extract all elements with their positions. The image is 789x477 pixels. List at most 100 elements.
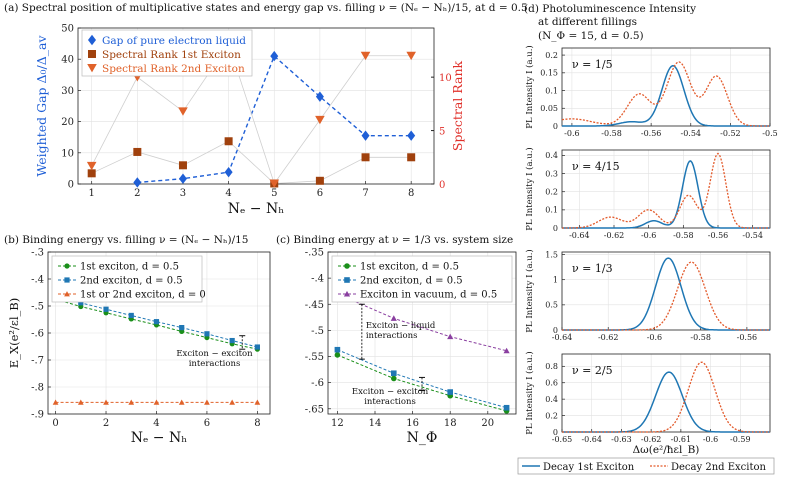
panel-d1-xtick-label-2: -0.6 [641,231,656,240]
panel-d3-curve-1 [562,361,770,433]
panel-b-point-1-6 [204,331,210,337]
panel-a-point-2-2 [178,107,188,116]
panel-a-ylabel: Weighted Gap Δ₀/Δ_av [34,35,49,177]
panel-c-xtick-label-4: 20 [481,418,494,429]
panel-a-legend-box [81,29,253,77]
panel-b-ytick-label-0: -.3 [31,248,44,259]
panel-b-legend-marker-0 [64,263,70,269]
panel-a-xlabel: Nₑ − Nₕ [228,201,285,217]
panel-c-annotation1-line2: interactions [366,331,418,341]
panel-a-point-2-6 [360,51,371,61]
panel-d3-ytick-label-1: 0.2 [545,411,558,420]
panel-d3-ytick-label-4: 0.8 [545,362,558,371]
panel-d2-nu-label: ν = 1/3 [572,262,613,275]
panel-b-point-1-4 [153,319,160,325]
panel-b-legend-label-0: 1st exciton, d = 0.5 [80,262,179,273]
panel-d3-nu-label: ν = 2/5 [572,364,613,377]
panel-b-point-1-8 [254,344,260,350]
panel-d2-xtick-label-3: -0.58 [690,333,711,342]
panel-d-legend-label-1: Decay 2nd Exciton [671,462,766,473]
panel-b-xtick-label-3: 6 [204,418,210,429]
panel-a-xtick-label-7: 8 [408,188,414,199]
panel-b-xtick-label-4: 8 [254,418,260,429]
panel-d3-frame [561,353,771,433]
panel-c-ytick-label-0: -.35 [305,248,324,259]
panel-c-series-line-0 [337,354,507,412]
panel-d0-xtick-label-1: -0.58 [601,129,622,138]
panel-d1-xtick-label-4: -0.56 [708,231,729,240]
panel-c-xtick-label-1: 14 [369,418,382,429]
panel-d-subtitle: at different fillings [538,16,638,28]
panel-d0-ytick-label-2: 0.1 [545,86,558,95]
panel-b-point-2-5 [178,399,185,405]
panel-c-point-0-0 [334,352,341,358]
panel-a-ytick-label-3: 30 [61,86,74,97]
panel-a-series-0 [133,50,416,188]
panel-b-point-2-1 [77,399,84,405]
panel-d2-ytick-label-1: 0.5 [545,301,558,310]
panel-d-params: (N_Φ = 15, d = 0.5) [538,30,644,42]
panel-d1-xtick-label-5: -0.54 [742,231,763,240]
panel-c-legend-label-0: 1st exciton, d = 0.5 [360,262,459,273]
panel-b-point-2-4 [153,399,160,405]
panel-b-ytick-label-4: -.7 [31,356,44,367]
panel-a-point-2-7 [406,51,416,61]
panel-d2-xtick-label-2: -0.6 [647,333,662,342]
panel-a-point-1-3 [224,137,233,146]
panel-a-xtick-label-2: 3 [180,188,186,199]
panel-c-frame [327,251,517,415]
panel-d0-xtick-label-0: -0.6 [564,129,579,138]
panel-a-point-0-1 [178,173,187,184]
panel-c-xtick-label-3: 18 [444,418,457,429]
panel-a-legend-marker-0 [88,34,96,46]
panel-b-xtick-label-0: 0 [52,418,58,429]
panel-d1-ytick-label-2: 0.2 [545,188,558,197]
panel-d0-ytick-label-3: 0.15 [540,69,558,78]
panel-c-legend-box [331,255,513,303]
panel-b-legend-label-1: 2nd exciton, d = 0.5 [80,276,183,287]
panel-d3-ytick-label-0: 0 [553,428,558,437]
panel-a-series-line-1 [91,140,412,184]
panel-c-ytick-label-5: -.6 [311,378,324,389]
panel-d3-xtick-label-2: -0.63 [611,435,632,444]
panel-a-xtick-label-3: 4 [225,188,231,199]
panel-d-legend-box [517,457,775,475]
panel-d2-ytick-label-2: 1 [553,275,558,284]
panel-d1-ytick-label-3: 0.3 [545,169,558,178]
panel-c-ytick-label-1: -.4 [311,274,324,285]
panel-c-annotation2-line2: interactions [364,397,416,407]
panel-d2-xtick-label-0: -0.64 [552,333,573,342]
panel-b-point-2-0 [52,399,59,405]
panel-d0-frame [561,47,771,127]
panel-d1-curve-0 [562,160,770,229]
panel-b-legend-label-2: 1st or 2nd exciton, d = 0 [80,290,206,301]
panel-c-point-2-3 [503,347,510,354]
panel-c-xtick-label-2: 16 [406,418,419,429]
panel-a-xtick-label-1: 2 [134,188,140,199]
panel-c-legend-marker-0 [344,263,350,269]
panel-d1-ytick-label-1: 0.1 [545,206,558,215]
panel-c-legend-label-2: Exciton in vacuum, d = 0.5 [360,290,497,301]
panel-a-xtick-label-5: 6 [317,188,323,199]
panel-a-point-1-0 [87,169,96,178]
panel-d1-xtick-label-3: -0.58 [673,231,694,240]
panel-d3-xtick-label-4: -0.61 [671,435,692,444]
panel-b-annotation-line2: interactions [189,359,241,369]
panel-d-legend: Decay 1st Exciton Decay 2nd Exciton [517,457,775,475]
panel-b-title: (b) Binding energy vs. filling ν = (Nₑ −… [4,234,249,246]
panel-d3-xtick-label-6: -0.59 [730,435,751,444]
panel-b-annotation-line1: Exciton − exciton [176,349,253,359]
panel-b-point-1-2 [103,306,109,312]
panel-a-point-2-0 [86,161,97,171]
panel-c-ytick-label-2: -.45 [305,300,324,311]
panel-a-xtick-label-6: 7 [362,188,368,199]
panel-d0-ytick-label-1: 0.05 [540,104,558,113]
panel-b-legend-marker-1 [64,277,70,283]
panel-d2-xtick-label-4: -0.56 [737,333,758,342]
panel-b-point-2-2 [103,399,109,405]
panel-d2-frame [561,251,771,331]
panel-d0-curve-1 [561,61,770,127]
panel-d0-xtick-label-3: -0.54 [681,129,702,138]
panel-d1-frame [561,149,771,229]
panel-c-xtick-label-0: 12 [331,418,344,429]
